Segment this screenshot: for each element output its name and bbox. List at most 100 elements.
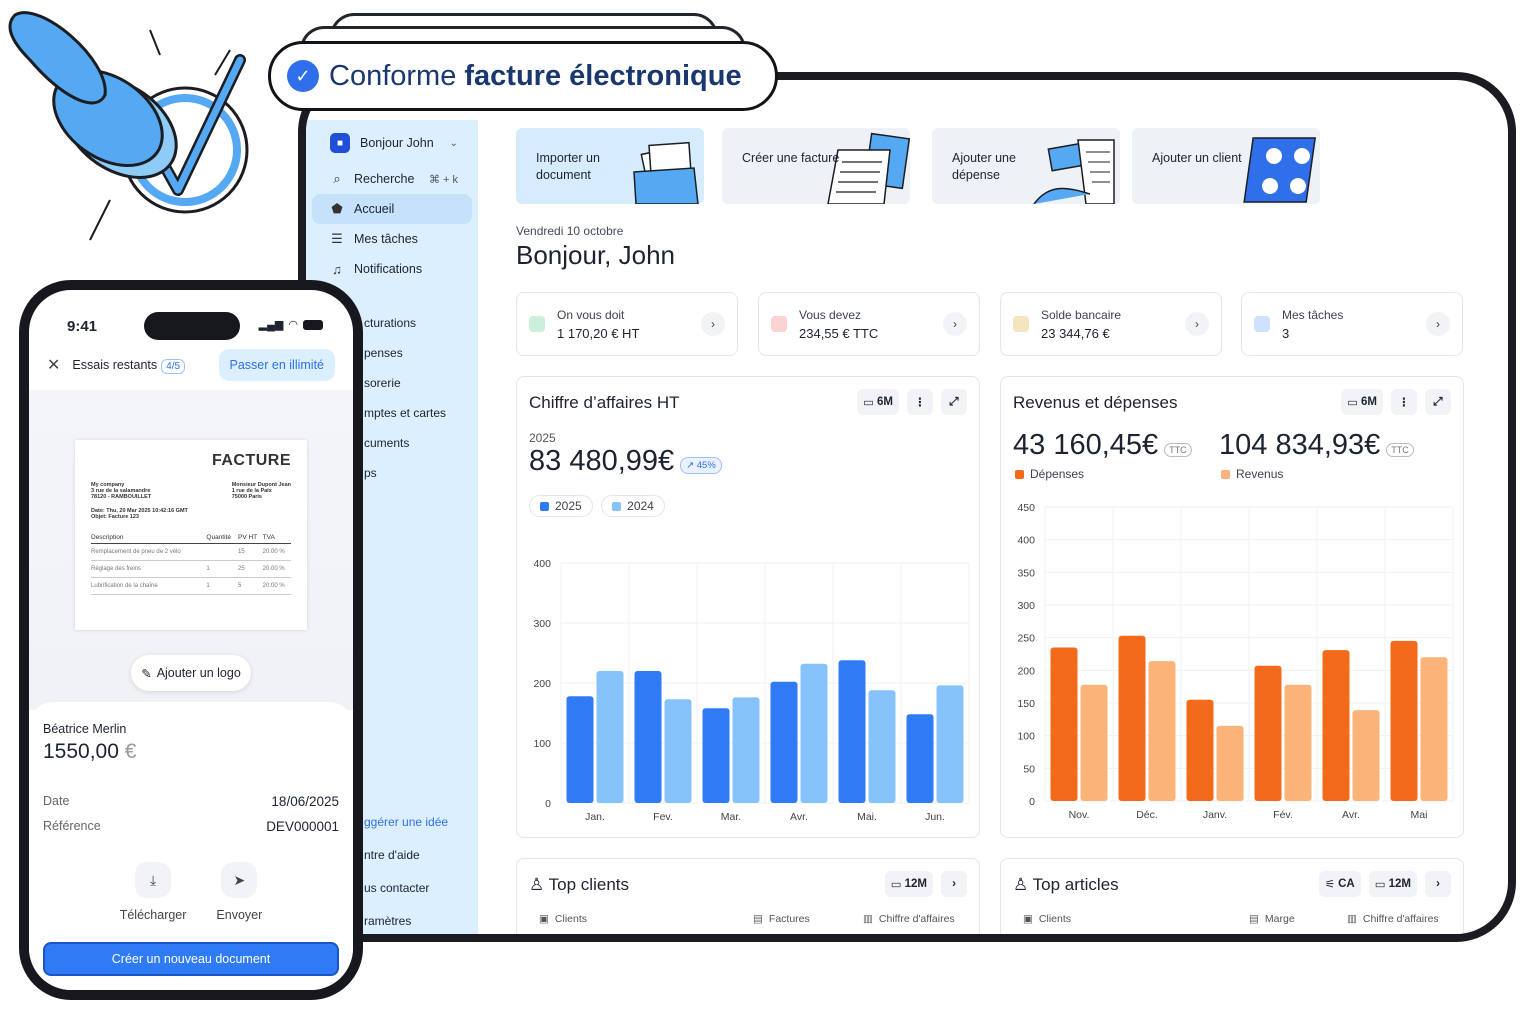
bar-2025: [702, 708, 730, 803]
chevron-right-icon[interactable]: ›: [1185, 312, 1209, 336]
more-options-icon[interactable]: ⋮: [907, 389, 933, 415]
hierarchy-icon: ♙: [1013, 875, 1029, 894]
close-icon[interactable]: ✕: [47, 357, 61, 374]
period-selector[interactable]: ▭ 12M: [884, 871, 933, 897]
sidebar-item-accueil[interactable]: ⬟ Accueil: [312, 194, 472, 224]
invoice-col-header: TVA: [262, 532, 291, 544]
invoice-col-header: Description: [91, 532, 207, 544]
battery-icon: [303, 319, 323, 330]
bar-2025: [770, 681, 798, 803]
download-button[interactable]: ⤓ Télécharger: [120, 862, 186, 922]
bar-Revenus: [1216, 725, 1244, 801]
invoice-meta: Date: Thu, 20 Mar 2025 10:42:16 GMT Obje…: [91, 508, 291, 520]
calendar-icon: ▭: [863, 397, 875, 409]
expand-icon[interactable]: ⤢: [941, 389, 967, 415]
legend-revenus[interactable]: Revenus: [1221, 467, 1283, 481]
table-row: Remplacement de pneu de 2 vélo 15 20.00 …: [91, 543, 291, 561]
filter-selector[interactable]: ⚟ CA: [1318, 871, 1361, 897]
date-value: 18/06/2025: [271, 794, 339, 809]
chevron-right-icon[interactable]: ›: [1425, 871, 1451, 897]
col-marge[interactable]: ▤ Marge: [1249, 913, 1295, 925]
status-time: 9:41: [67, 318, 98, 335]
expand-icon[interactable]: ⤢: [1425, 389, 1451, 415]
help-center-link[interactable]: ntre d'aide: [364, 847, 420, 862]
add-client-card[interactable]: Ajouter un client: [1132, 128, 1320, 204]
desktop-window: ■ Bonjour John ⌄ ⌕ Recherche ⌘ + k ⬟ Acc…: [298, 72, 1516, 942]
col-clients[interactable]: ▣ Clients: [1023, 913, 1071, 925]
user-icon: ▣: [539, 913, 549, 925]
company-logo-icon: ■: [330, 133, 350, 153]
bell-icon: ♫: [332, 261, 342, 277]
contact-link[interactable]: us contacter: [364, 880, 430, 895]
bar-2024: [664, 699, 692, 803]
status-bar: 9:41 ▂▄▆ ◠: [29, 312, 353, 342]
bar-Dépenses: [1254, 665, 1282, 801]
receipt-icon: [1033, 139, 1115, 204]
import-document-card[interactable]: Importer un document: [516, 128, 704, 204]
col-ca[interactable]: ▥ Chiffre d'affaires: [1347, 913, 1439, 925]
invoice-cell: [206, 543, 239, 561]
sidebar-item-apps[interactable]: ps: [364, 466, 377, 480]
suggest-idea-link[interactable]: ggérer une idée: [364, 814, 449, 829]
more-options-icon[interactable]: ⋮: [1391, 389, 1417, 415]
revenue-total: 104 834,93€: [1219, 429, 1381, 461]
sidebar-item-facturations[interactable]: cturations: [364, 316, 417, 330]
create-document-button[interactable]: Créer un nouveau document: [43, 942, 339, 976]
invoice-cell: Lubrification de la chaîne: [91, 577, 207, 595]
settings-link[interactable]: ramètres: [364, 913, 412, 928]
add-expense-card[interactable]: Ajouter une dépense: [932, 128, 1120, 204]
chevron-right-icon[interactable]: ›: [701, 312, 725, 336]
bar-2024: [936, 685, 964, 803]
create-invoice-card[interactable]: Créer une facture: [722, 128, 910, 204]
period-selector[interactable]: ▭ 12M: [1368, 871, 1417, 897]
sidebar-item-label: Notifications: [354, 262, 423, 276]
period-selector[interactable]: ▭ 6M: [857, 389, 899, 415]
stat-tasks[interactable]: Mes tâches 3 ›: [1241, 292, 1463, 356]
invoice-cell: 5: [238, 577, 263, 595]
stat-payable[interactable]: Vous devez 234,55 € TTC ›: [758, 292, 980, 356]
chevron-right-icon[interactable]: ›: [1426, 312, 1450, 336]
legend-2024[interactable]: 2024: [601, 495, 665, 517]
y-tick-label: 400: [533, 558, 551, 570]
send-button[interactable]: ➤ Envoyer: [216, 862, 262, 922]
col-factures[interactable]: ▤ Factures: [753, 913, 810, 925]
legend-depenses[interactable]: Dépenses: [1015, 467, 1084, 481]
tasks-icon: [1254, 316, 1270, 332]
col-ca[interactable]: ▥ Chiffre d'affaires: [863, 913, 955, 925]
col-clients[interactable]: ▣ Clients: [539, 913, 587, 925]
action-label: Ajouter un client: [1152, 151, 1242, 165]
user-menu[interactable]: ■ Bonjour John ⌄: [312, 128, 472, 158]
period-label: 12M: [904, 878, 927, 890]
chevron-right-icon[interactable]: ›: [941, 871, 967, 897]
add-logo-button[interactable]: ✎ Ajouter un logo: [131, 655, 251, 691]
sidebar-item-documents[interactable]: cuments: [364, 436, 410, 450]
document-icon: ▤: [1249, 913, 1259, 925]
user-icon: ▣: [1023, 913, 1033, 925]
bar-2025: [838, 660, 866, 803]
user-name: Bonjour John: [360, 136, 434, 150]
date-row: Date 18/06/2025: [43, 794, 339, 809]
y-tick-label: 300: [533, 618, 551, 630]
sidebar-item-depenses[interactable]: penses: [364, 346, 403, 360]
upgrade-button[interactable]: Passer en illimité: [218, 349, 335, 381]
bar-Revenus: [1080, 684, 1108, 801]
chevron-right-icon[interactable]: ›: [943, 312, 967, 336]
stat-bank-balance[interactable]: Solde bancaire 23 344,76 € ›: [1000, 292, 1222, 356]
x-tick-label: Fév.: [1273, 809, 1293, 821]
calendar-icon: ▭: [1374, 879, 1386, 891]
action-label: Ajouter une dépense: [952, 151, 1016, 182]
sidebar-item-notifications[interactable]: ♫ Notifications: [312, 254, 472, 284]
top-clients-panel: ♙ Top clients ▭ 12M › ▣ Clients ▤ Factures …: [516, 858, 980, 934]
stat-receivable[interactable]: On vous doit 1 170,20 € HT ›: [516, 292, 738, 356]
chart-icon: ▥: [863, 913, 873, 925]
sidebar-search[interactable]: ⌕ Recherche ⌘ + k: [312, 164, 472, 194]
legend-2025[interactable]: 2025: [529, 495, 593, 517]
sidebar-item-tresorerie[interactable]: sorerie: [364, 376, 401, 390]
period-selector[interactable]: ▭ 6M: [1341, 389, 1383, 415]
invoice-addresses: My company 3 rue de la salamandre 78120 …: [91, 482, 291, 500]
growth-badge: ↗ 45%: [680, 457, 722, 475]
sidebar-item-taches[interactable]: ☰ Mes tâches: [312, 224, 472, 254]
sidebar-item-comptes[interactable]: mptes et cartes: [364, 406, 447, 420]
calendar-icon: ▭: [890, 879, 902, 891]
panel-title-text: Top clients: [548, 875, 629, 894]
